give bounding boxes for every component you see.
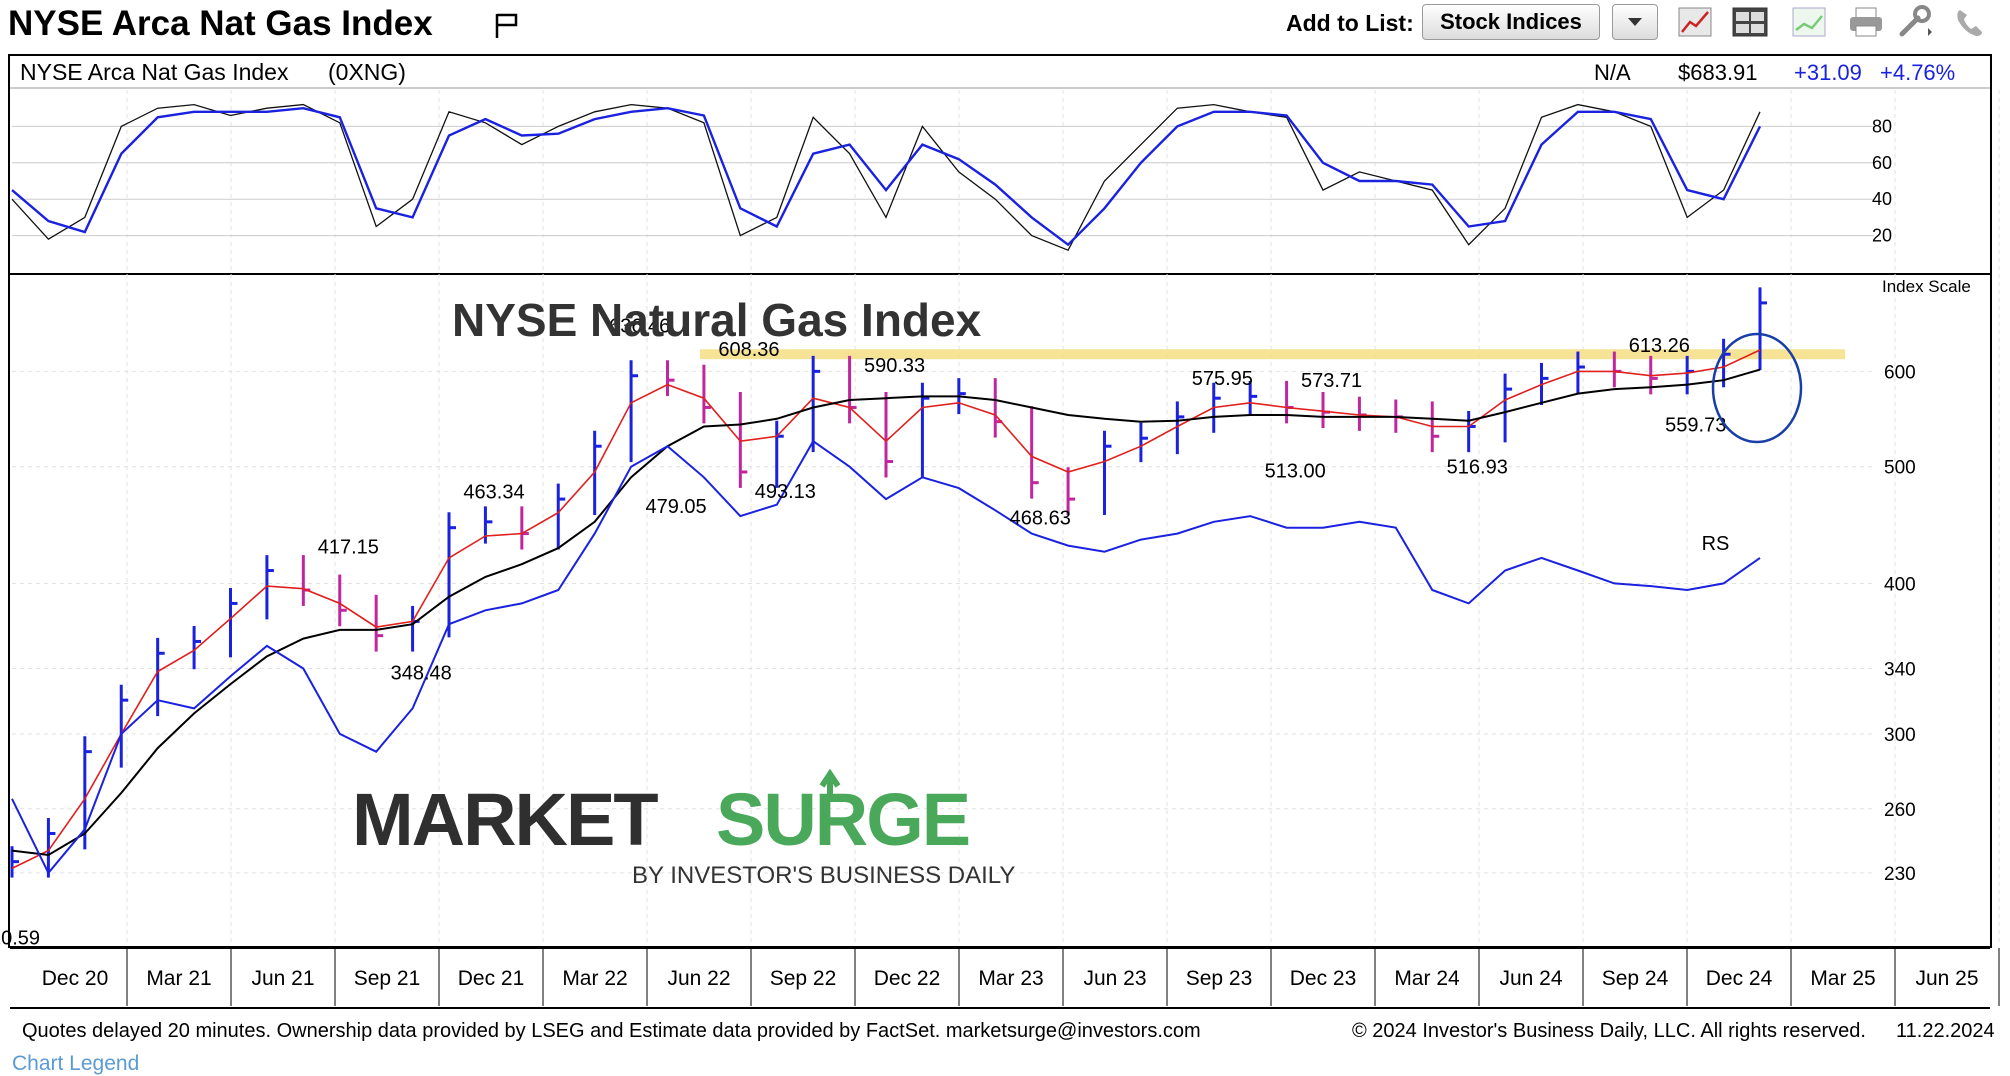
x-tick-label: Sep 21 (354, 967, 421, 990)
price-tick-label: 600 (1884, 362, 1916, 383)
quote-volume: N/A (1594, 60, 1631, 85)
x-tick-label: Mar 22 (562, 967, 627, 990)
phone-icon[interactable] (1950, 4, 1990, 40)
svg-text:SURGE: SURGE (716, 778, 969, 861)
price-annotation: 513.00 (1265, 460, 1326, 482)
x-tick-label: Mar 25 (1810, 967, 1875, 990)
price-tick-label: 260 (1884, 800, 1916, 821)
flag-icon[interactable] (494, 12, 520, 40)
price-tick-label: 400 (1884, 574, 1916, 595)
price-annotation: 516.93 (1447, 456, 1508, 478)
price-tick-label: 340 (1884, 659, 1916, 680)
price-annotation: 613.26 (1629, 335, 1690, 357)
price-annotation: 20.59 (0, 927, 40, 949)
index-scale-label: Index Scale (1882, 277, 1971, 296)
x-tick-label: Mar 21 (146, 967, 211, 990)
price-annotation: 493.13 (755, 481, 816, 503)
quote-price: $683.91 (1678, 60, 1758, 85)
line-chart-icon[interactable] (1676, 4, 1716, 40)
x-tick-label: Sep 24 (1602, 967, 1669, 990)
svg-text:BY INVESTOR'S BUSINESS DAILY: BY INVESTOR'S BUSINESS DAILY (632, 862, 1015, 889)
x-tick-label: Dec 23 (1290, 967, 1357, 990)
x-tick-label: Mar 23 (978, 967, 1043, 990)
price-tick-label: 300 (1884, 725, 1916, 746)
osc-slow-line (11, 106, 1762, 247)
osc-tick-label: 80 (1872, 116, 1892, 136)
price-annotation: 590.33 (864, 355, 925, 377)
breakout-circle (1711, 332, 1803, 444)
price-annotation: RS (1702, 533, 1730, 555)
quote-symbol: (0XNG) (328, 59, 406, 85)
price-annotation: 463.34 (463, 482, 524, 504)
x-tick-label: Sep 23 (1186, 967, 1253, 990)
x-tick-label: Jun 25 (1915, 967, 1978, 990)
x-tick-label: Dec 22 (874, 967, 941, 990)
tools-icon[interactable] (1896, 4, 1936, 40)
x-tick-label: Jun 22 (667, 967, 730, 990)
x-tick-label: Jun 23 (1083, 967, 1146, 990)
x-tick-label: Dec 20 (42, 967, 109, 990)
chart-title: NYSE Natural Gas Index (452, 294, 982, 346)
layout-icon[interactable] (1730, 4, 1770, 40)
x-tick-label: Sep 22 (770, 967, 837, 990)
footer-copyright: © 2024 Investor's Business Daily, LLC. A… (1352, 1020, 1866, 1042)
dropdown-button[interactable] (1612, 4, 1658, 40)
x-tick-label: Jun 24 (1499, 967, 1562, 990)
x-tick-label: Jun 21 (251, 967, 314, 990)
osc-tick-label: 40 (1872, 189, 1892, 209)
dropdown-icon (1628, 18, 1642, 26)
resistance-band (700, 349, 1845, 360)
list-select-button[interactable]: Stock Indices (1422, 4, 1600, 40)
chart-legend-link[interactable]: Chart Legend (12, 1052, 140, 1075)
price-annotation: 575.95 (1192, 368, 1253, 390)
osc-tick-label: 60 (1872, 153, 1892, 173)
osc-tick-label: 20 (1872, 226, 1892, 246)
price-tick-label: 230 (1884, 864, 1916, 885)
price-tick-label: 500 (1884, 458, 1916, 479)
rs-line (11, 439, 1761, 875)
price-annotation: 479.05 (646, 496, 707, 518)
svg-text:MARKET: MARKET (352, 778, 658, 861)
marketsurge-logo: MARKET SURGE BY INVESTOR'S BUSINESS DAIL… (352, 768, 1015, 889)
x-tick-label: Dec 21 (458, 967, 525, 990)
page-title: NYSE Arca Nat Gas Index (8, 4, 433, 43)
price-annotation: 559.73 (1665, 415, 1726, 437)
print-icon[interactable] (1846, 4, 1886, 40)
price-annotation: 417.15 (318, 536, 379, 558)
price-annotation: 608.36 (718, 339, 779, 361)
price-annotation: 348.48 (391, 663, 452, 685)
quote-change-pct: +4.76% (1880, 60, 1955, 85)
price-annotation: 468.63 (1010, 508, 1071, 530)
price-annotation: 636.46 (609, 316, 670, 338)
ma-long-line (11, 368, 1761, 857)
x-tick-label: Dec 24 (1706, 967, 1773, 990)
trend-icon[interactable] (1790, 4, 1830, 40)
add-to-list-label: Add to List: (1286, 10, 1414, 36)
osc-fast-line (11, 103, 1761, 252)
footer-disclaimer: Quotes delayed 20 minutes. Ownership dat… (22, 1020, 1201, 1042)
footer-date: 11.22.2024 (1896, 1020, 1995, 1042)
quote-change: +31.09 (1794, 60, 1862, 85)
price-annotation: 573.71 (1301, 370, 1362, 392)
quote-name: NYSE Arca Nat Gas Index (20, 59, 289, 85)
x-tick-label: Mar 24 (1394, 967, 1460, 990)
ma-short-line (11, 349, 1761, 870)
